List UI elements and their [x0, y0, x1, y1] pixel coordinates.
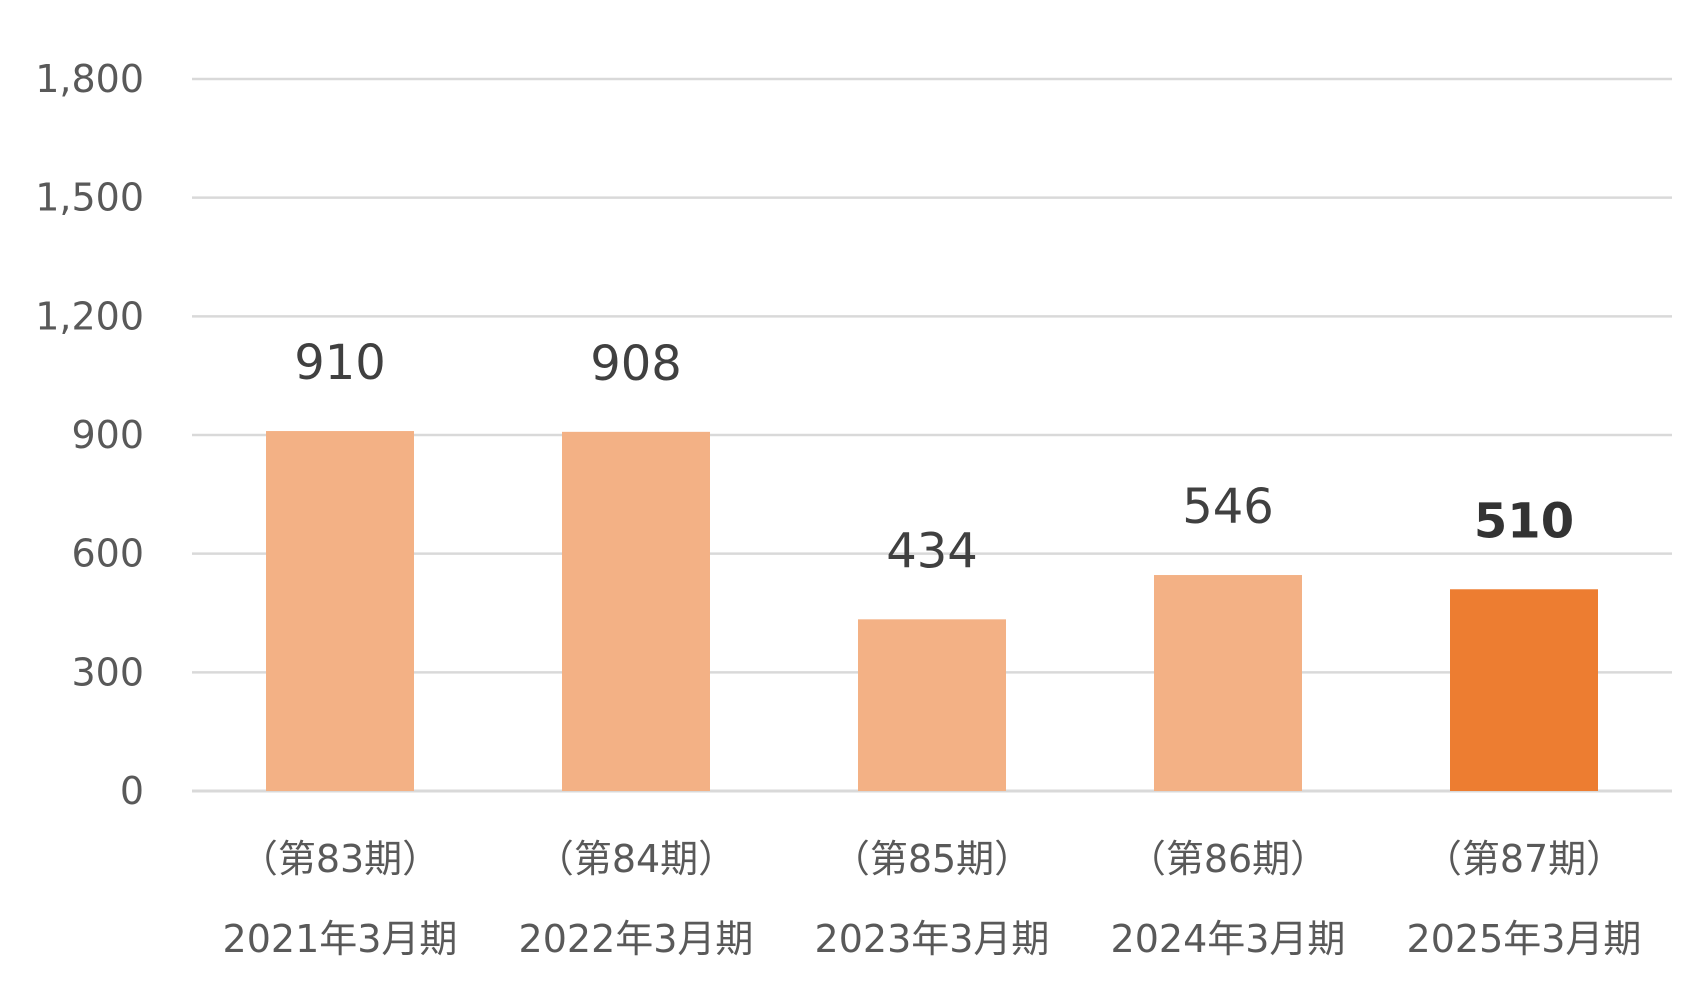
x-category-period-label: （第86期）	[1128, 837, 1328, 881]
y-tick-label: 300	[71, 650, 144, 694]
y-tick-label: 900	[71, 413, 144, 457]
bar	[858, 619, 1006, 791]
bar	[1154, 575, 1302, 791]
y-tick-label: 1,500	[35, 176, 144, 220]
x-category-period-label: （第84期）	[536, 837, 736, 881]
data-labels: 910 908 434 546 510	[294, 335, 1574, 579]
y-axis-tick-labels: 0 300 600 900 1,200 1,500 1,800	[35, 57, 144, 813]
y-tick-label: 0	[120, 769, 144, 813]
y-tick-label: 1,200	[35, 294, 144, 338]
x-category-period-label: （第87期）	[1424, 837, 1624, 881]
y-tick-label: 1,800	[35, 57, 144, 101]
y-tick-label: 600	[71, 532, 144, 576]
x-category-fiscal-label: 2023年3月期	[815, 917, 1050, 961]
x-category-fiscal-label: 2022年3月期	[519, 917, 754, 961]
x-category-fiscal-label: 2024年3月期	[1111, 917, 1346, 961]
data-label: 908	[590, 336, 682, 392]
bar	[562, 431, 710, 791]
x-category-period-label: （第85期）	[832, 837, 1032, 881]
data-label: 434	[886, 523, 978, 579]
x-category-period-label: （第83期）	[240, 837, 440, 881]
x-category-fiscal-label: 2021年3月期	[223, 917, 458, 961]
data-label: 546	[1182, 479, 1274, 535]
gridlines	[192, 77, 1672, 793]
x-axis-category-labels: （第83期） 2021年3月期 （第84期） 2022年3月期 （第85期） 2023年3…	[223, 837, 1642, 961]
data-label: 510	[1474, 493, 1574, 549]
bar	[266, 431, 414, 791]
bar	[1450, 589, 1598, 791]
x-category-fiscal-label: 2025年3月期	[1407, 917, 1642, 961]
bars	[266, 431, 1598, 791]
data-label: 910	[294, 335, 386, 391]
